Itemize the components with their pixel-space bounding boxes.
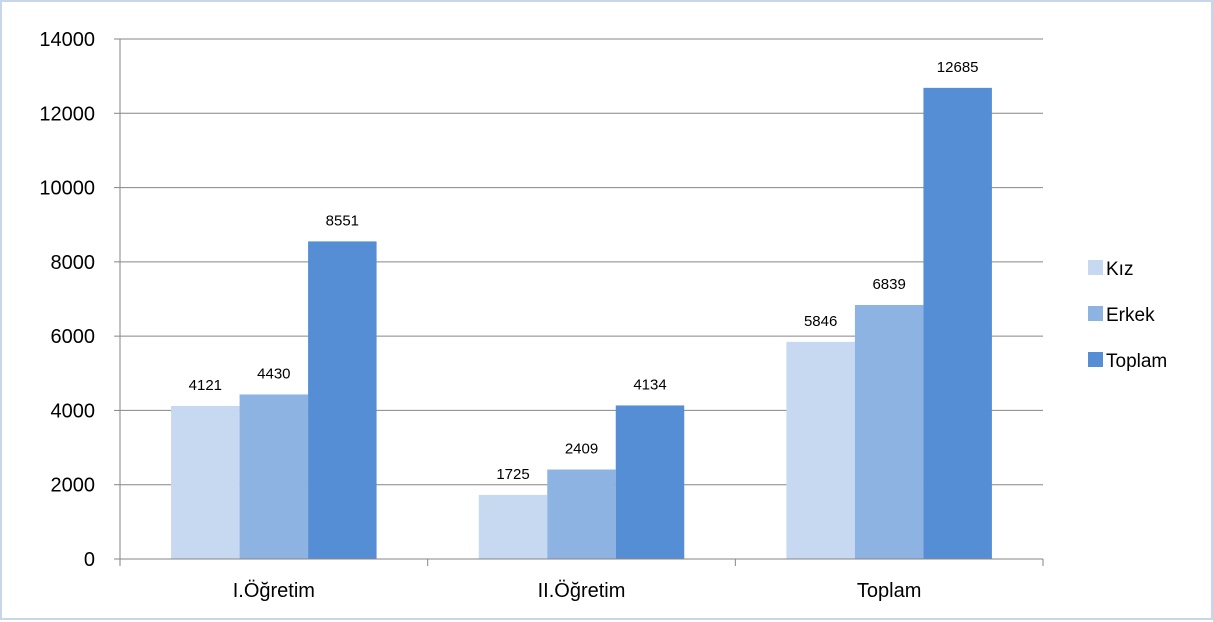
legend-label-kız: Kız xyxy=(1106,259,1133,280)
legend-label-erkek: Erkek xyxy=(1106,305,1155,326)
bar-toplam-2 xyxy=(615,405,685,559)
data-label: 4430 xyxy=(257,365,290,382)
y-tick-label: 2000 xyxy=(51,475,96,497)
data-label: 1725 xyxy=(496,466,529,483)
y-tick-label: 0 xyxy=(84,549,95,571)
data-label: 2409 xyxy=(565,441,598,458)
bar-erkek-2 xyxy=(547,469,616,559)
y-tick-label: 14000 xyxy=(39,29,95,51)
y-tick-label: 12000 xyxy=(39,103,95,125)
x-tick-label: II.Öğretim xyxy=(538,580,626,602)
y-tick-label: 4000 xyxy=(51,400,96,422)
bar-erkek-1 xyxy=(239,394,309,559)
y-tick-label: 6000 xyxy=(51,326,96,348)
data-label: 8551 xyxy=(326,212,359,229)
bar-erkek-3 xyxy=(854,304,924,559)
data-label: 4121 xyxy=(189,377,222,394)
legend-swatch-erkek xyxy=(1088,306,1103,321)
legend-swatch-kız xyxy=(1088,260,1103,275)
x-tick-label: Toplam xyxy=(857,580,921,602)
y-tick-label: 10000 xyxy=(39,178,95,200)
data-label: 5846 xyxy=(804,313,837,330)
bars xyxy=(171,87,992,560)
bar-kız-2 xyxy=(478,494,548,559)
legend-swatch-toplam xyxy=(1088,352,1103,367)
data-label: 12685 xyxy=(937,59,979,76)
axes: 0 2000 4000 6000 8000 10000 12000 14000 I.Öğreti… xyxy=(39,29,1044,602)
legend: Kız Erkek Toplam xyxy=(1088,259,1167,372)
bar-kız-1 xyxy=(171,405,240,559)
bar-kız-3 xyxy=(786,341,855,559)
x-tick-label: I.Öğretim xyxy=(233,580,315,602)
legend-label-toplam: Toplam xyxy=(1106,351,1167,372)
data-label: 4134 xyxy=(633,376,666,393)
bar-toplam-3 xyxy=(923,87,992,559)
data-label: 6839 xyxy=(872,276,905,293)
data-labels: 4121 4430 8551 1725 2409 4134 5846 6839 12685 xyxy=(189,59,979,483)
bar-toplam-1 xyxy=(308,241,377,560)
y-tick-label: 8000 xyxy=(51,252,96,274)
